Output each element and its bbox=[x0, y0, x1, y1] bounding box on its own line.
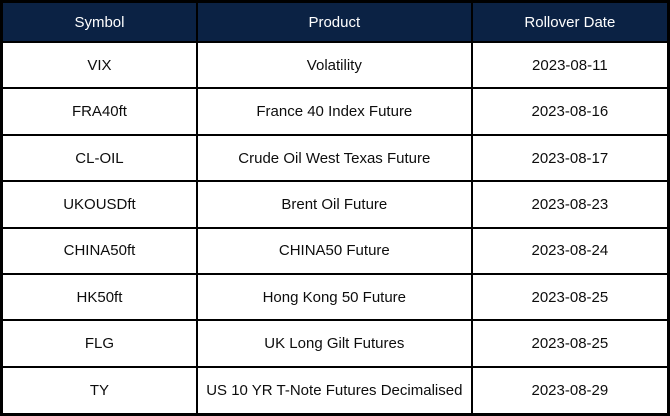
table-row: VIX Volatility 2023-08-11 bbox=[0, 40, 670, 90]
table-row: CHINA50ft CHINA50 Future 2023-08-24 bbox=[0, 226, 670, 276]
product-cell: CHINA50 Future bbox=[195, 226, 473, 276]
rollover-date-cell: 2023-08-23 bbox=[470, 180, 670, 229]
table-row: TY US 10 YR T-Note Futures Decimalised 2… bbox=[0, 365, 670, 416]
rollover-date-cell: 2023-08-29 bbox=[470, 365, 670, 416]
symbol-cell: VIX bbox=[0, 40, 198, 90]
table-row: FRA40ft France 40 Index Future 2023-08-1… bbox=[0, 87, 670, 136]
rollover-date-cell: 2023-08-16 bbox=[470, 87, 670, 136]
product-cell: Crude Oil West Texas Future bbox=[195, 133, 473, 183]
symbol-cell: CHINA50ft bbox=[0, 226, 198, 276]
product-cell: Brent Oil Future bbox=[195, 180, 473, 229]
product-cell: US 10 YR T-Note Futures Decimalised bbox=[195, 365, 473, 416]
symbol-cell: UKOUSDft bbox=[0, 180, 198, 229]
column-header-rollover-date: Rollover Date bbox=[470, 0, 670, 43]
rollover-date-cell: 2023-08-24 bbox=[470, 226, 670, 276]
table-row: FLG UK Long Gilt Futures 2023-08-25 bbox=[0, 319, 670, 368]
product-cell: UK Long Gilt Futures bbox=[195, 319, 473, 368]
table-row: HK50ft Hong Kong 50 Future 2023-08-25 bbox=[0, 273, 670, 322]
symbol-cell: HK50ft bbox=[0, 273, 198, 322]
rollover-date-cell: 2023-08-25 bbox=[470, 319, 670, 368]
table-row: UKOUSDft Brent Oil Future 2023-08-23 bbox=[0, 180, 670, 229]
header-row: Symbol Product Rollover Date bbox=[0, 0, 670, 43]
column-header-product: Product bbox=[195, 0, 473, 43]
rollover-date-cell: 2023-08-11 bbox=[470, 40, 670, 90]
product-cell: Volatility bbox=[195, 40, 473, 90]
symbol-cell: CL-OIL bbox=[0, 133, 198, 183]
symbol-cell: TY bbox=[0, 365, 198, 416]
product-cell: France 40 Index Future bbox=[195, 87, 473, 136]
table-row: CL-OIL Crude Oil West Texas Future 2023-… bbox=[0, 133, 670, 183]
symbol-cell: FLG bbox=[0, 319, 198, 368]
column-header-symbol: Symbol bbox=[0, 0, 198, 43]
product-cell: Hong Kong 50 Future bbox=[195, 273, 473, 322]
table-body: VIX Volatility 2023-08-11 FRA40ft France… bbox=[0, 40, 670, 416]
rollover-date-cell: 2023-08-25 bbox=[470, 273, 670, 322]
symbol-cell: FRA40ft bbox=[0, 87, 198, 136]
table-header: Symbol Product Rollover Date bbox=[0, 0, 670, 43]
rollover-date-cell: 2023-08-17 bbox=[470, 133, 670, 183]
